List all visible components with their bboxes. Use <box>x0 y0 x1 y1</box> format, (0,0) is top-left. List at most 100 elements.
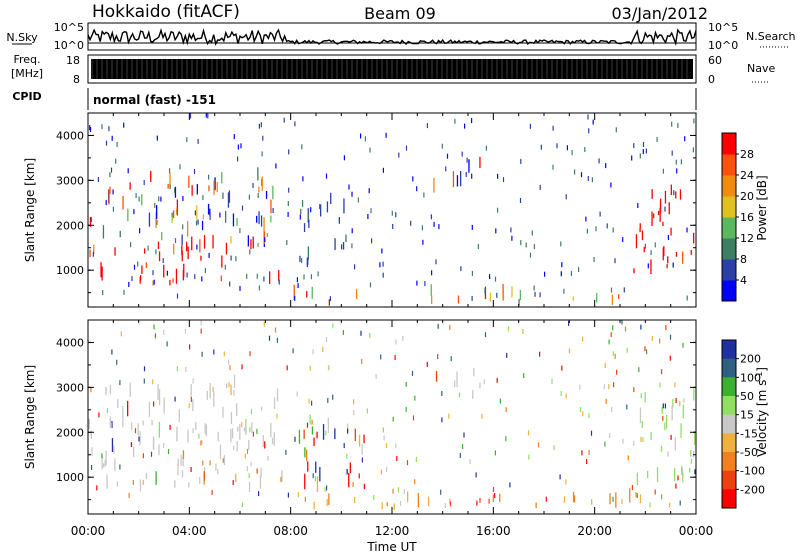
scatter-cell <box>392 416 394 422</box>
scatter-cell <box>209 208 211 216</box>
scatter-cell <box>176 199 178 216</box>
scatter-cell <box>174 186 177 198</box>
scatter-cell <box>690 249 692 255</box>
scatter-cell <box>264 237 266 243</box>
scatter-cell <box>693 118 695 124</box>
scatter-cell <box>381 248 383 254</box>
scatter-cell <box>670 227 672 236</box>
scatter-cell <box>361 444 363 455</box>
scatter-cell <box>568 348 571 354</box>
scatter-cell <box>263 217 265 232</box>
scatter-cell <box>622 438 624 444</box>
scatter-cell <box>476 500 478 506</box>
velocity-x-axis: 00:00 04:00 08:00 12:00 16:00 20:00 00:00 <box>71 320 714 538</box>
nsky-line <box>87 27 697 47</box>
scatter-cell <box>138 196 140 202</box>
scatter-cell <box>343 155 345 161</box>
scatter-cell <box>531 230 533 236</box>
scatter-cell <box>131 276 133 282</box>
scatter-cell <box>314 476 316 482</box>
scatter-cell <box>248 473 250 479</box>
scatter-cell <box>345 234 347 243</box>
scatter-cell <box>161 231 163 241</box>
scatter-cell <box>256 468 258 474</box>
scatter-cell <box>636 472 638 486</box>
scatter-cell <box>662 221 664 226</box>
scatter-cell <box>675 191 677 199</box>
scatter-cell <box>201 351 203 357</box>
scatter-cell <box>448 413 450 419</box>
scatter-cell <box>471 224 473 230</box>
scatter-cell <box>605 398 607 404</box>
scatter-cell <box>414 479 416 485</box>
scatter-cell <box>317 271 319 277</box>
scatter-cell <box>230 384 232 396</box>
scatter-cell <box>177 458 179 466</box>
scatter-cell <box>653 213 655 219</box>
scatter-cell <box>139 431 141 446</box>
scatter-cell <box>90 217 92 223</box>
scatter-cell <box>222 192 224 199</box>
scatter-cell <box>102 290 104 295</box>
scatter-cell <box>641 230 644 241</box>
scatter-cell <box>325 173 328 179</box>
velocity-data <box>88 319 697 511</box>
scatter-cell <box>190 396 192 402</box>
scatter-cell <box>249 351 251 357</box>
scatter-cell <box>342 242 345 250</box>
scatter-cell <box>222 457 224 463</box>
scatter-cell <box>479 497 481 503</box>
scatter-cell <box>675 398 677 403</box>
scatter-cell <box>274 327 277 333</box>
scatter-cell <box>611 407 613 413</box>
scatter-cell <box>306 291 308 298</box>
scatter-cell <box>433 177 435 193</box>
scatter-cell <box>621 319 623 325</box>
scatter-cell <box>275 163 277 169</box>
scatter-cell <box>191 185 193 196</box>
scatter-cell <box>262 435 264 447</box>
scatter-cell <box>96 485 98 491</box>
scatter-cell <box>301 258 303 264</box>
scatter-cell <box>127 400 129 417</box>
scatter-cell <box>529 252 532 258</box>
scatter-cell <box>651 189 653 199</box>
scatter-cell <box>618 294 620 299</box>
scatter-cell <box>363 434 365 444</box>
scatter-cell <box>651 335 653 341</box>
scatter-cell <box>644 391 646 403</box>
scatter-cell <box>306 422 309 428</box>
scatter-cell <box>433 221 435 227</box>
scatter-cell <box>237 144 239 150</box>
scatter-cell <box>405 145 408 151</box>
scatter-cell <box>659 198 662 213</box>
scatter-cell <box>386 502 388 507</box>
scatter-cell <box>593 256 595 262</box>
scatter-cell <box>195 220 198 226</box>
scatter-cell <box>235 473 237 483</box>
scatter-cell <box>308 398 310 404</box>
x-axis-label: Time UT <box>366 540 417 554</box>
scatter-cell <box>522 329 524 334</box>
scatter-cell <box>260 467 262 478</box>
colorbar-tick-label: 12 <box>740 232 754 245</box>
scatter-cell <box>116 359 118 365</box>
colorbar-segment <box>722 154 736 176</box>
scatter-cell <box>155 249 157 255</box>
scatter-cell <box>152 379 154 385</box>
scatter-cell <box>225 242 228 255</box>
scatter-cell <box>662 415 664 421</box>
colorbar-segment <box>722 414 736 434</box>
scatter-cell <box>163 443 165 448</box>
scatter-cell <box>466 157 468 163</box>
scatter-cell <box>671 121 673 127</box>
scatter-cell <box>458 392 461 398</box>
scatter-cell <box>110 167 113 173</box>
scatter-cell <box>182 224 184 230</box>
scatter-cell <box>263 276 265 282</box>
scatter-cell <box>587 176 589 181</box>
x-tick-label: 00:00 <box>679 524 714 538</box>
scatter-cell <box>130 442 133 447</box>
scatter-cell <box>351 228 353 234</box>
scatter-cell <box>258 491 260 497</box>
